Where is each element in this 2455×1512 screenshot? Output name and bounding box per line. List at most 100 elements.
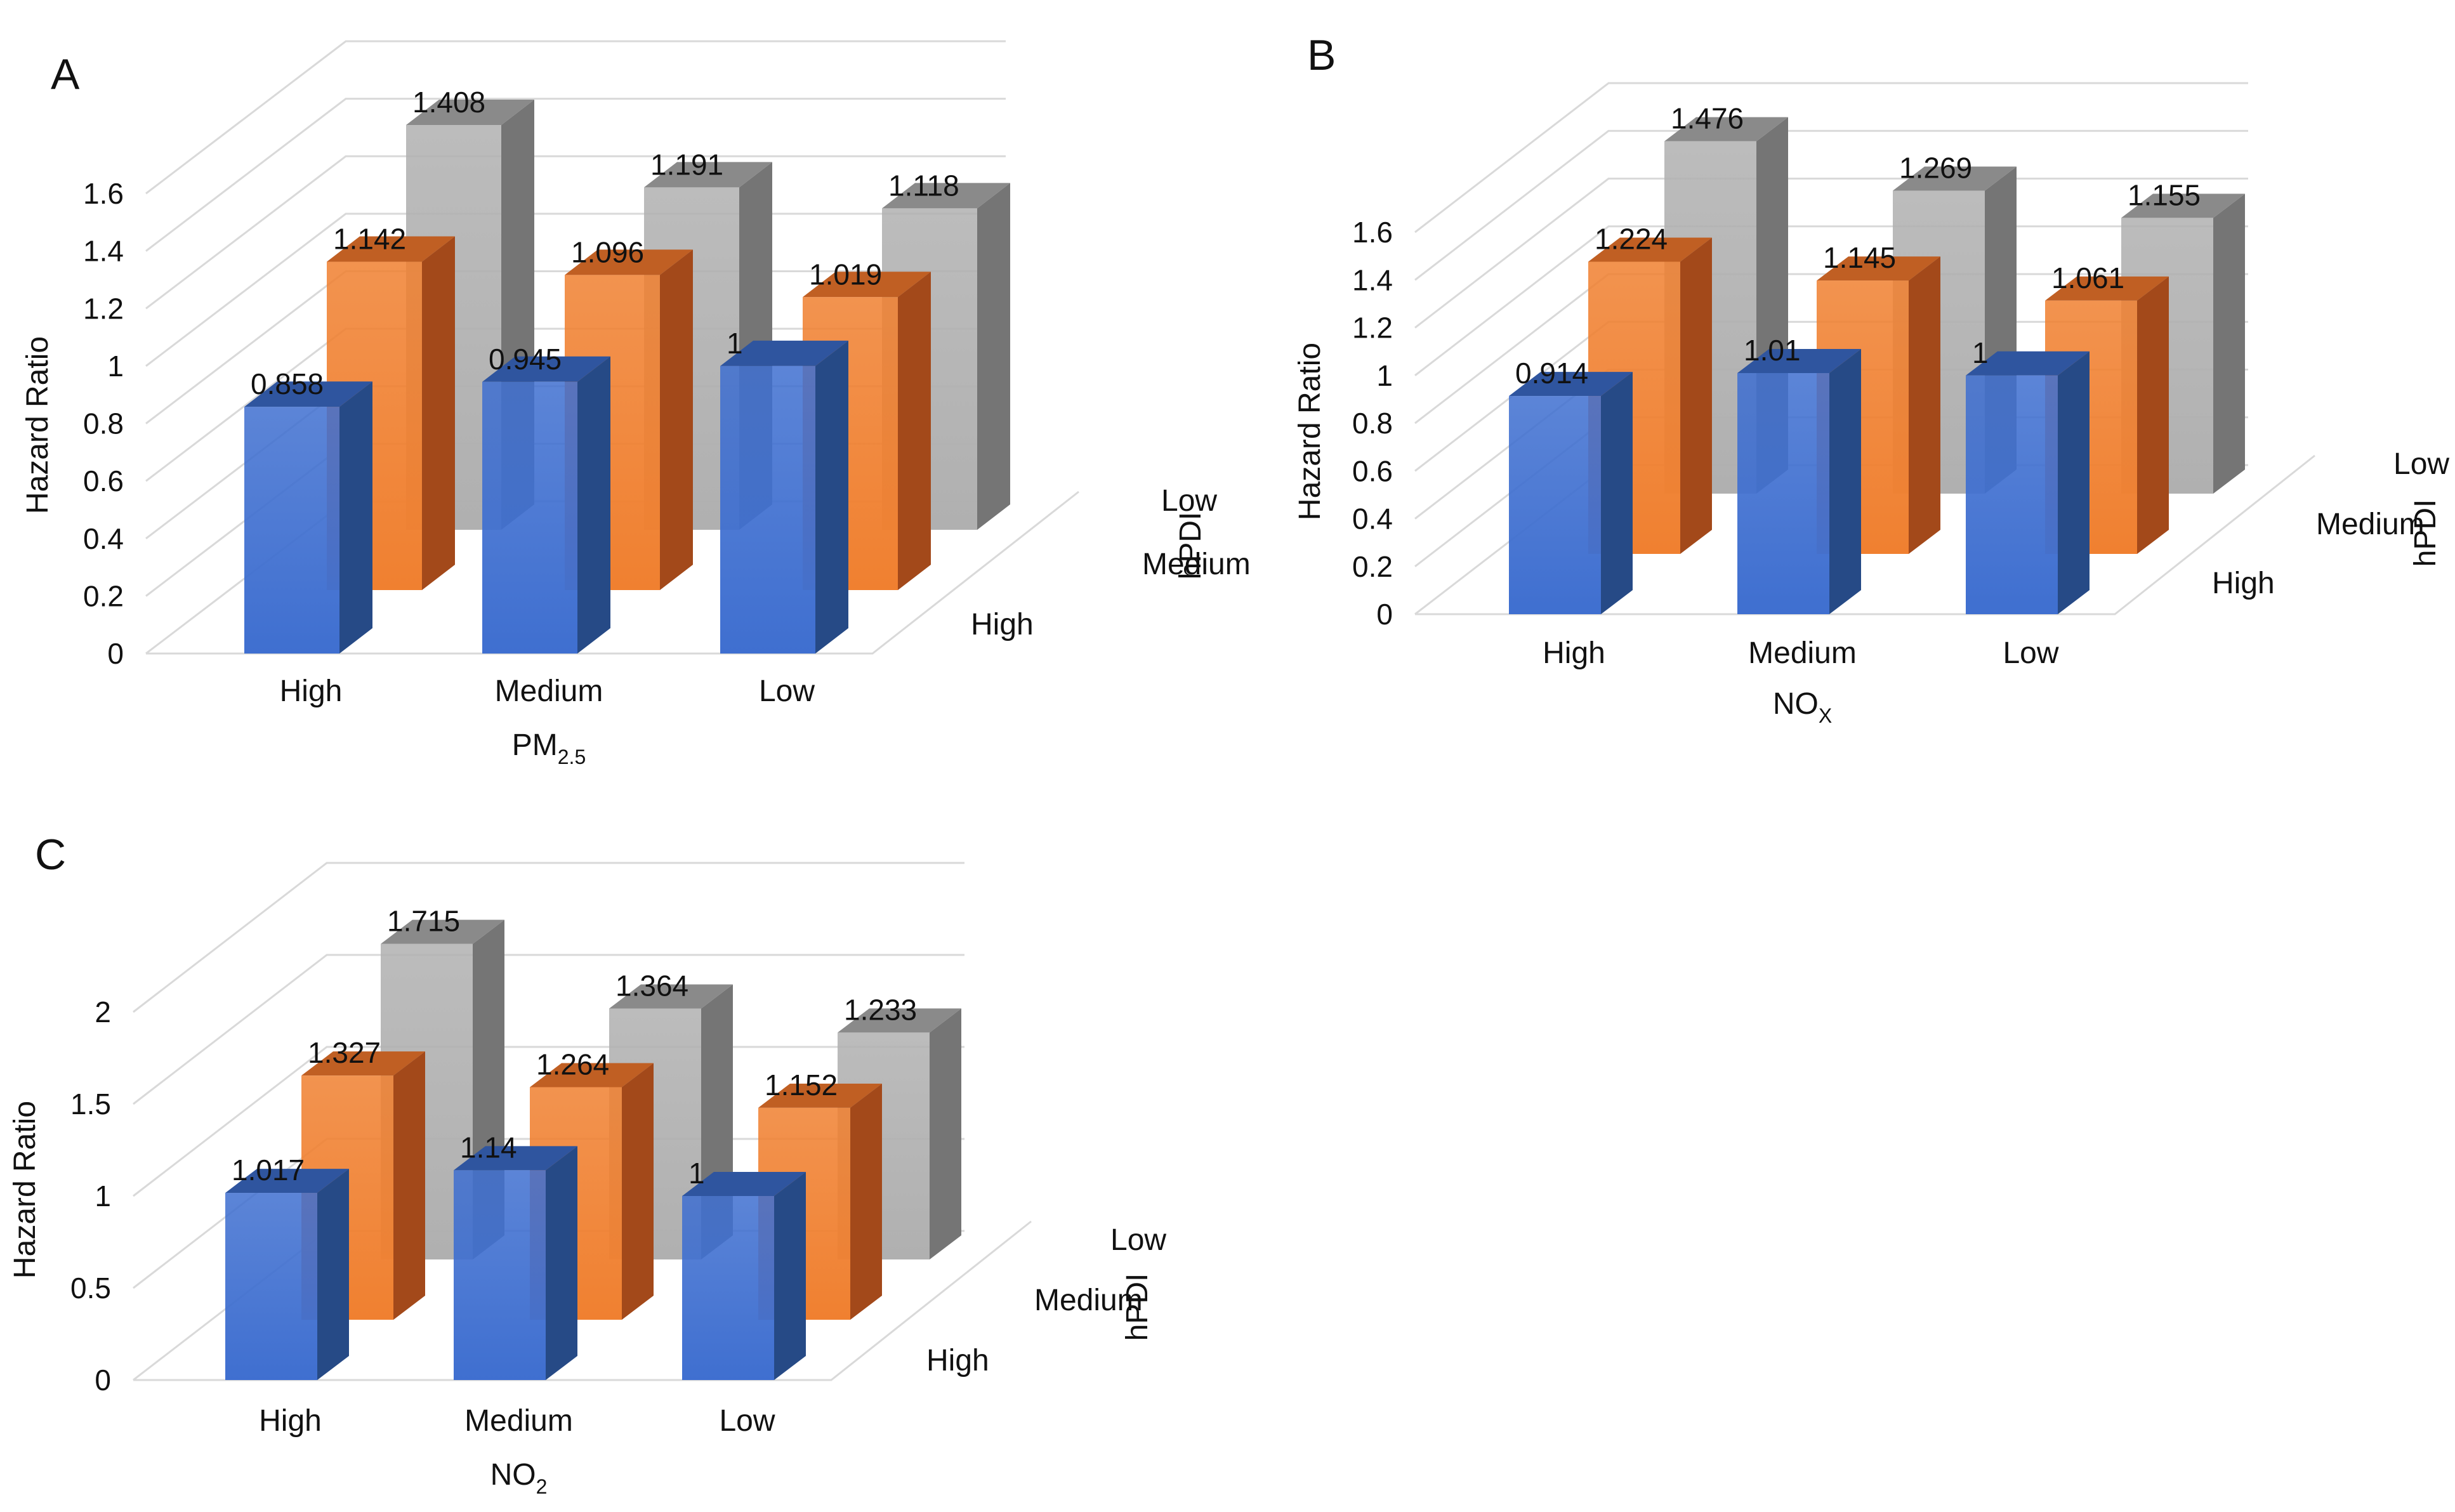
y-tick-label: 0.8: [83, 407, 124, 440]
y-tick-label: 1.2: [83, 292, 124, 325]
data-label: 1: [688, 1157, 705, 1190]
gridline: [133, 862, 964, 1013]
bar-top: [720, 340, 848, 366]
gridline: [133, 954, 964, 1105]
bar-top: [1588, 237, 1712, 262]
data-label: 1: [727, 327, 743, 360]
bar-side: [2058, 351, 2090, 614]
bar-side: [850, 1083, 882, 1320]
floor-edge: [1415, 454, 2315, 615]
panel-a-pm25-chart: A 0 0.2 0.4 0.6 0.8 1 1.2 1.4 1.6 1.408 1.191 1.118 1…: [21, 40, 1251, 768]
x-axis-title-main: NO: [1773, 687, 1819, 721]
bar-top: [803, 272, 931, 298]
x-category-label: Medium: [1748, 636, 1857, 670]
y-tick-label: 0: [1376, 598, 1393, 631]
x-category-label: Medium: [495, 674, 603, 708]
bar-high-hpdi-high: [244, 381, 372, 654]
gridline: [1414, 82, 2248, 233]
data-label: 1.061: [2051, 261, 2124, 294]
bar-top: [406, 100, 534, 125]
bar-side: [977, 183, 1010, 530]
depth-axis-title: hPDI: [1174, 512, 1208, 580]
y-tick-label: 0.8: [1352, 407, 1393, 440]
y-tick-label: 1.5: [70, 1088, 111, 1121]
y-tick-label: 0.6: [1352, 454, 1393, 487]
bar-top: [454, 1146, 577, 1171]
bar-front: [225, 1193, 317, 1380]
y-axis-title: Hazard Ratio: [8, 1101, 42, 1279]
bar-top: [327, 236, 455, 262]
bar-front: [720, 365, 815, 654]
x-category-label: High: [1543, 636, 1605, 670]
y-tick-label: 1.6: [1352, 216, 1393, 249]
bar-front: [1509, 396, 1601, 614]
depth-category-label: Low: [1110, 1223, 1166, 1257]
data-label: 1.01: [1744, 334, 1801, 367]
data-label: 1.224: [1595, 222, 1668, 255]
depth-axis-title: hPDI: [1121, 1273, 1154, 1341]
bar-side: [815, 340, 848, 654]
bar-high-hpdi-low: [1966, 351, 2090, 614]
bar-high-hpdi-low: [682, 1172, 806, 1380]
depth-category-label: High: [926, 1344, 989, 1377]
bar-side: [660, 249, 693, 590]
depth-category-label: Medium: [2316, 508, 2425, 541]
bar-high-hpdi-medium: [454, 1146, 577, 1380]
bar-top: [1966, 351, 2090, 376]
data-label: 1.017: [232, 1154, 305, 1187]
data-label: 1.096: [571, 235, 644, 268]
bar-front: [1966, 375, 2058, 614]
y-tick-label: 1: [95, 1180, 111, 1213]
gridline: [145, 155, 1006, 310]
y-tick-label: 0.6: [83, 464, 124, 497]
data-label: 1.191: [650, 148, 723, 181]
bar-side: [2213, 194, 2245, 494]
y-tick-label: 0.2: [1352, 550, 1393, 583]
bar-top: [301, 1051, 425, 1076]
data-label: 1.118: [888, 169, 959, 202]
data-label: 1.715: [387, 905, 460, 938]
bar-side: [1680, 237, 1712, 554]
bar-top: [565, 249, 693, 275]
depth-category-label: High: [2212, 567, 2275, 600]
bar-top: [381, 919, 504, 944]
panel-label: A: [51, 50, 80, 98]
panel-label: B: [1307, 31, 1336, 79]
bar-front: [1737, 372, 1829, 614]
y-tick-label: 0: [107, 637, 124, 670]
depth-category-label: High: [971, 608, 1034, 641]
panel-label: C: [35, 831, 66, 879]
x-axis-title-subscript: X: [1819, 704, 1832, 727]
gridline: [145, 98, 1006, 252]
y-axis-title: Hazard Ratio: [1293, 343, 1327, 520]
gridline: [145, 213, 1006, 367]
depth-category-label: Low: [2393, 447, 2449, 481]
x-axis-title-subscript: 2: [536, 1475, 548, 1498]
bar-high-hpdi-medium: [482, 356, 610, 654]
bar-front: [244, 407, 339, 654]
x-category-label: High: [280, 674, 343, 708]
bar-side: [577, 356, 610, 654]
data-label: 1.364: [615, 969, 688, 1002]
bar-side: [339, 381, 372, 654]
gridline: [1414, 178, 2248, 329]
bar-high-hpdi-medium: [1737, 348, 1861, 614]
bar-side: [622, 1063, 654, 1320]
panel-c-no2-chart: C 0 0.5 1 1.5 2 1.715 1.364 1.233 1.327 1.264 1.152…: [8, 831, 1166, 1498]
depth-category-label: Medium: [1034, 1284, 1143, 1317]
floor-edge: [146, 490, 1079, 655]
y-tick-label: 1.6: [83, 177, 124, 210]
data-label: 1.327: [308, 1036, 381, 1069]
bar-top: [838, 1008, 961, 1033]
data-label: 1.408: [412, 86, 485, 119]
depth-category-label: Medium: [1142, 548, 1251, 581]
bar-top: [758, 1083, 882, 1108]
bar-side: [2137, 276, 2169, 554]
panel-b-nox-chart: B 0 0.2 0.4 0.6 0.8 1 1.2 1.4 1.6 1.476 1.269 1.155 1…: [1293, 31, 2449, 727]
data-label: 1: [1972, 336, 1989, 369]
x-axis-title-subscript: 2.5: [558, 746, 586, 768]
bar-side: [1601, 372, 1633, 614]
x-axis-title: PM2.5: [512, 728, 586, 768]
y-tick-label: 0: [95, 1364, 111, 1397]
